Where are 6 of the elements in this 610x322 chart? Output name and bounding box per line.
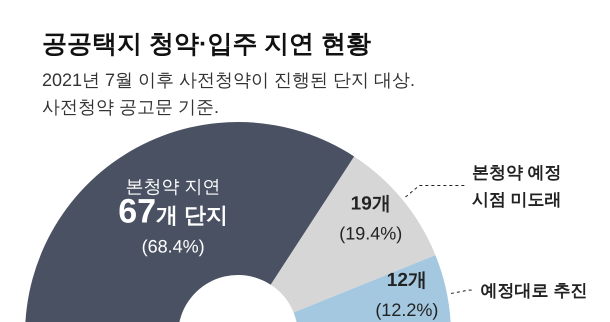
- data-label: 12개 (12.2%): [375, 270, 438, 320]
- chart-title: 공공택지 청약·입주 지연 현황: [42, 30, 372, 58]
- slice-label: 예정대로 추진: [480, 281, 588, 300]
- slice-label: 본청약 예정 시점 미도래: [472, 163, 562, 210]
- data-label: 19개 (19.4%): [339, 194, 402, 244]
- chart-subtitle: 2021년 7월 이후 사전청약이 진행된 단지 대상. 사전청약 공고문 기준.: [42, 70, 416, 117]
